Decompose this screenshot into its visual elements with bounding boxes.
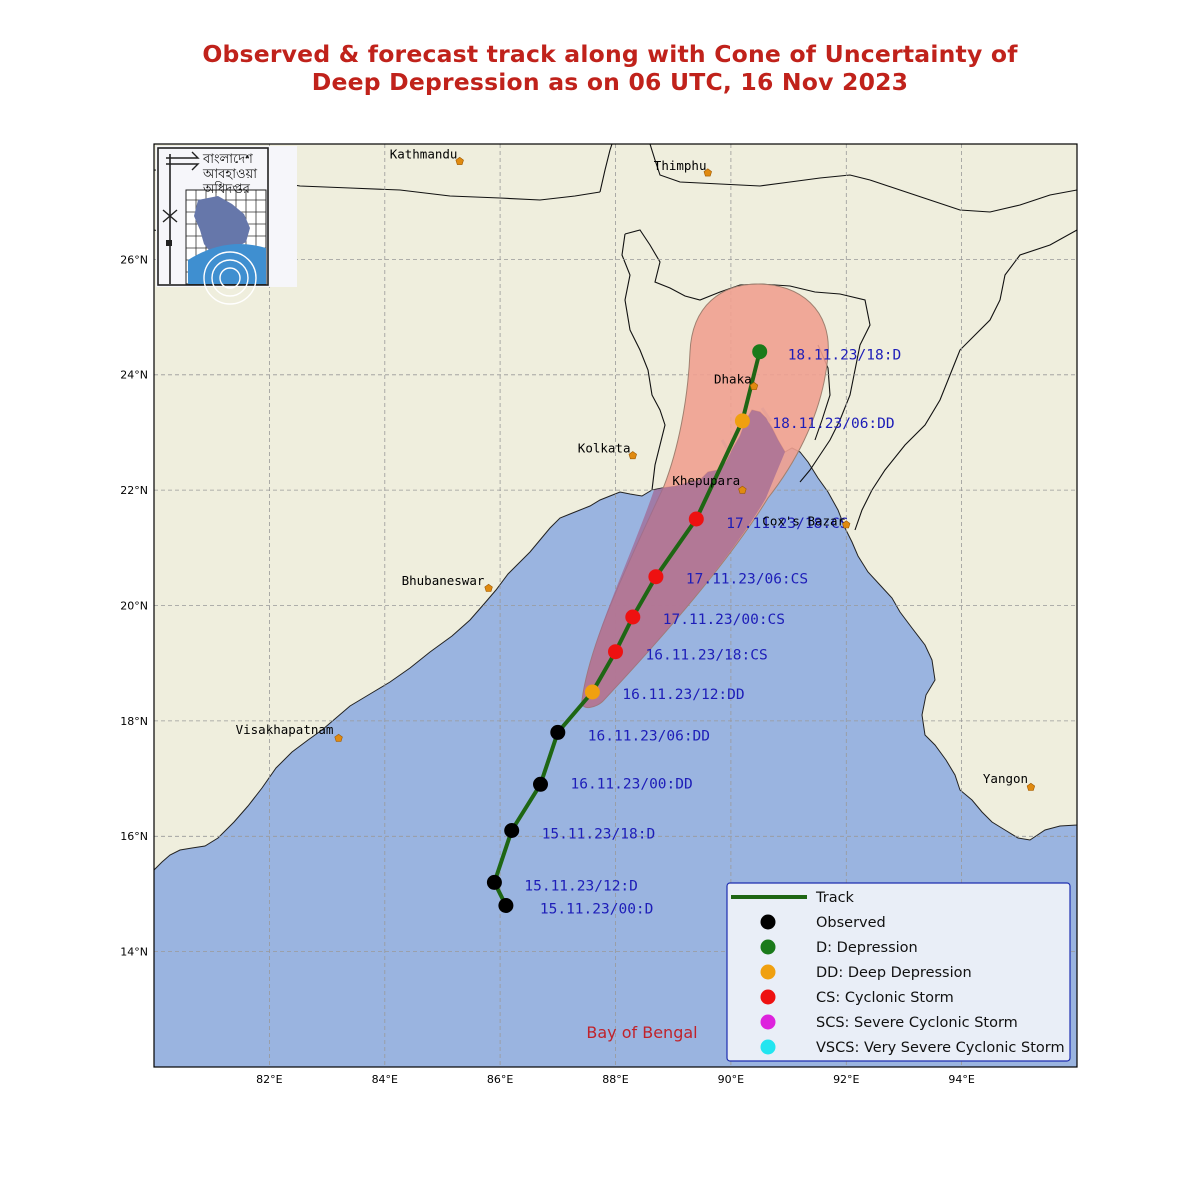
track-point: [752, 344, 768, 360]
track-line: [492, 351, 762, 907]
lat-tick-label: 20°N: [120, 599, 148, 612]
track-points: [486, 344, 768, 913]
city-label: Visakhapatnam: [236, 722, 334, 737]
legend-dot-swatch: [760, 914, 776, 930]
city-marker: [455, 156, 464, 165]
lon-tick-label: 86°E: [487, 1073, 513, 1086]
track-point: [498, 898, 514, 913]
city-marker: [1026, 782, 1036, 791]
city-label: Cox's Bazar: [762, 514, 845, 529]
city-marker: [484, 583, 493, 592]
track-point-label: 18.11.23/06:DD: [772, 416, 894, 432]
track-point: [533, 776, 548, 792]
legend-dot-swatch: [760, 939, 776, 955]
lat-ticks: 14°N 16°N 18°N 20°N 22°N 24°N 26°N: [120, 253, 148, 958]
cone-over-sea: [581, 410, 785, 708]
track-point-label: 15.11.23/18:D: [542, 827, 656, 843]
city-label: Bhubaneswar: [402, 573, 485, 588]
map-frame: [153, 143, 1078, 1068]
cities: Kathmandu Thimphu Dhaka Kolkata Khepupara Cox…: [236, 146, 1036, 791]
legend-dot-swatch: [760, 964, 776, 980]
track-labels: 15.11.23/00:D 15.11.23/12:D 15.11.23/18:D 1…: [524, 348, 901, 918]
track-point: [648, 569, 664, 585]
legend-dot-swatch: [760, 1039, 776, 1055]
track-point: [550, 724, 566, 740]
lon-tick-label: 92°E: [833, 1073, 859, 1086]
lon-ticks: 82°E 84°E 86°E 88°E 90°E 92°E 94°E: [256, 1073, 975, 1086]
lat-tick-label: 16°N: [120, 830, 148, 843]
legend-label: VSCS: Very Severe Cyclonic Storm: [816, 1040, 1065, 1056]
track-point: [584, 684, 600, 700]
sea-label: Bay of Bengal: [586, 1023, 697, 1042]
city-label: Kolkata: [578, 441, 631, 456]
track-point-label: 16.11.23/00:DD: [571, 776, 693, 792]
track-point-label: 15.11.23/00:D: [540, 902, 654, 918]
lon-tick-label: 84°E: [372, 1073, 398, 1086]
legend-label: CS: Cyclonic Storm: [816, 990, 954, 1006]
map-title-line1: Observed & forecast track along with Con…: [202, 40, 1018, 68]
logo-text-line2: আবহাওয়া: [202, 167, 257, 182]
logo-text-line1: বাংলাদেশ: [202, 152, 253, 167]
lat-tick-label: 26°N: [120, 253, 148, 266]
track-point: [625, 609, 641, 625]
track-point-label: 17.11.23/00:CS: [663, 612, 785, 628]
legend: Track Observed D: Depression DD: Deep Depre…: [726, 882, 1071, 1062]
lat-tick-label: 18°N: [120, 715, 148, 728]
legend-box: [726, 882, 1071, 1062]
legend-dot-swatch: [760, 989, 776, 1005]
city-marker: [628, 451, 637, 460]
track-point-label: 17.11.23/18:CS: [726, 516, 848, 532]
lon-tick-label: 94°E: [948, 1073, 974, 1086]
city-marker: [703, 168, 712, 177]
map-title-line2: Deep Depression as on 06 UTC, 16 Nov 202…: [311, 68, 909, 96]
track-point: [688, 511, 704, 527]
city-marker: [334, 733, 343, 742]
map-title: Observed & forecast track along with Con…: [0, 40, 1200, 96]
track-point: [734, 413, 750, 429]
city-label: Kathmandu: [390, 146, 458, 161]
lon-tick-label: 82°E: [256, 1073, 282, 1086]
track-point-label: 16.11.23/12:DD: [622, 687, 744, 703]
track-point-label: 15.11.23/12:D: [524, 878, 638, 894]
lat-tick-label: 22°N: [120, 484, 148, 497]
legend-label: DD: Deep Depression: [816, 965, 972, 981]
city-label: Thimphu: [654, 158, 707, 173]
logo-text-line3: অধিদপ্তর: [202, 181, 251, 197]
lon-tick-label: 88°E: [602, 1073, 628, 1086]
track-point-label: 16.11.23/18:CS: [646, 648, 768, 664]
city-label: Khepupara: [672, 473, 740, 488]
legend-label: D: Depression: [816, 940, 918, 956]
legend-label: Track: [815, 890, 855, 906]
track-point: [486, 874, 502, 890]
track-point: [504, 823, 520, 838]
lat-tick-label: 24°N: [120, 369, 148, 382]
track-point-label: 18.11.23/18:D: [788, 348, 902, 364]
legend-label: Observed: [816, 915, 886, 931]
city-label: Dhaka: [714, 371, 752, 386]
city-label: Yangon: [983, 771, 1028, 786]
bmd-logo: বাংলাদেশ আবহাওয়া অধিদপ্তর: [156, 146, 297, 305]
lon-tick-label: 90°E: [718, 1073, 744, 1086]
lat-tick-label: 14°N: [120, 946, 148, 959]
track-point-label: 16.11.23/06:DD: [588, 728, 710, 744]
track-point: [608, 644, 623, 660]
city-marker: [749, 381, 759, 390]
legend-label: SCS: Severe Cyclonic Storm: [816, 1015, 1018, 1031]
track-point-label: 17.11.23/06:CS: [686, 572, 808, 588]
city-marker: [842, 520, 851, 529]
legend-dot-swatch: [760, 1014, 776, 1030]
city-marker: [738, 485, 747, 494]
